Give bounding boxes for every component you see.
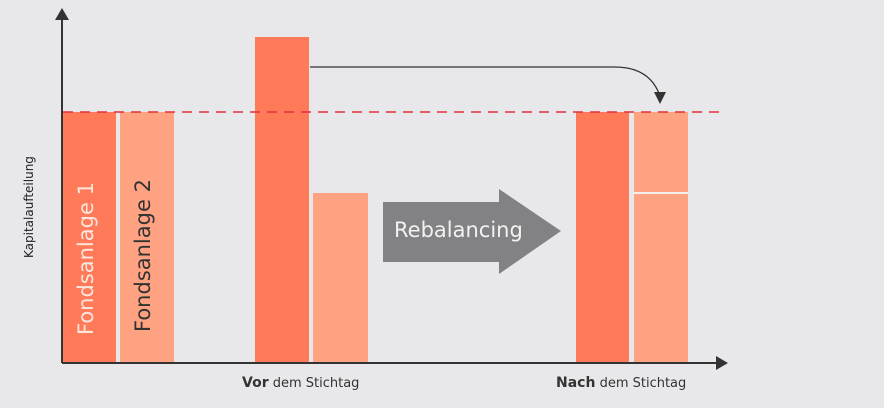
bar-fund1-legend [63,112,116,363]
rebalancing-label: Rebalancing [394,218,523,242]
fund1-label: Fondsanlage 1 [74,182,98,335]
bar-fund2-legend [120,112,174,363]
transfer-arrow-head-icon [654,92,666,104]
x-label-after: Nach dem Stichtag [556,375,686,391]
bar-fund2-before [313,193,368,363]
x-label-after-bold: Nach [556,375,596,391]
bar-fund1-after [576,112,629,363]
y-axis-label: Kapitalaufteilung [22,156,36,258]
rebalancing-arrow [383,189,561,274]
bar-fund2-after [634,112,688,363]
x-label-before-bold: Vor [242,375,269,391]
x-label-after-rest: dem Stichtag [595,376,687,391]
x-label-before-rest: dem Stichtag [268,376,360,391]
bar-fund1-before [255,37,309,363]
x-label-before: Vor dem Stichtag [242,375,359,391]
transfer-arrow [310,66,661,97]
fund2-label: Fondsanlage 2 [131,179,155,332]
y-axis-arrow-icon [55,8,69,20]
x-axis-arrow-icon [716,356,728,370]
